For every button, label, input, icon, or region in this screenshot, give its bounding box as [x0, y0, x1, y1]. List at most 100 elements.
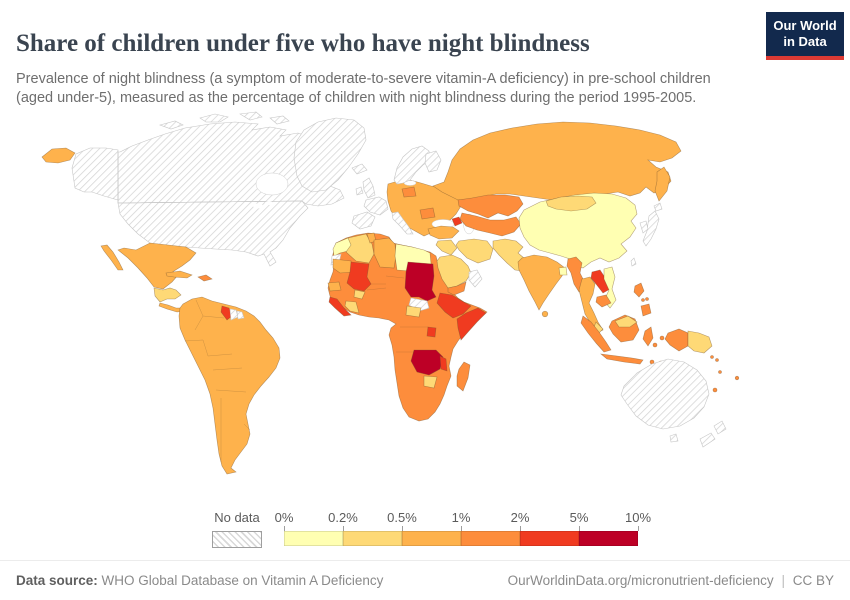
region-libya[interactable] — [373, 237, 397, 269]
region-mali[interactable] — [346, 261, 372, 292]
legend-bin-0.2%-0.5%[interactable] — [343, 531, 402, 546]
region-hispaniola[interactable] — [197, 274, 213, 282]
region-india[interactable] — [517, 254, 566, 311]
region-kamchatka[interactable] — [654, 166, 671, 202]
region-iraq-syria[interactable] — [435, 239, 458, 256]
region-mexico[interactable] — [117, 242, 197, 290]
region-canada-arctic-2[interactable] — [239, 111, 263, 121]
region-finland[interactable] — [424, 150, 442, 173]
legend-bin-0%-0.2%[interactable] — [284, 531, 343, 546]
region-iceland[interactable] — [351, 163, 368, 175]
license-link[interactable]: CC BY — [792, 573, 834, 588]
region-italy[interactable] — [391, 211, 414, 235]
region-france[interactable] — [363, 196, 389, 216]
region-sudan[interactable] — [404, 261, 437, 302]
region-cote-divoire[interactable] — [344, 300, 360, 314]
region-zambia[interactable] — [410, 349, 444, 376]
region-new-zealand-north[interactable] — [713, 420, 727, 435]
legend-no-data-swatch[interactable] — [212, 531, 262, 548]
region-sulawesi[interactable] — [642, 326, 654, 347]
region-chukotka-wrap[interactable] — [41, 147, 76, 164]
region-fiji[interactable] — [734, 375, 740, 381]
region-ireland[interactable] — [355, 186, 364, 196]
region-uganda[interactable] — [426, 326, 437, 338]
region-bangladesh[interactable] — [558, 266, 568, 276]
region-visayas-1[interactable] — [641, 298, 645, 302]
region-canada-arctic-4[interactable] — [159, 120, 184, 130]
region-sumatra[interactable] — [580, 315, 612, 353]
region-south-america[interactable] — [178, 296, 281, 475]
region-turkey[interactable] — [427, 225, 460, 240]
legend-bin-5%-10%[interactable] — [579, 531, 638, 546]
region-korea[interactable] — [639, 220, 649, 234]
region-caucasus[interactable] — [451, 216, 463, 227]
region-mongolia[interactable] — [545, 195, 597, 212]
region-mindanao[interactable] — [640, 303, 652, 317]
region-central-asia[interactable] — [459, 212, 522, 237]
region-sri-lanka[interactable] — [541, 310, 549, 318]
region-australia[interactable] — [620, 358, 710, 430]
region-canada-arctic-3[interactable] — [269, 115, 290, 125]
region-romania[interactable] — [419, 207, 436, 220]
region-laos[interactable] — [590, 269, 611, 294]
region-luzon[interactable] — [633, 282, 645, 298]
region-united-states[interactable] — [117, 200, 309, 267]
region-saudi-arabia[interactable] — [436, 254, 472, 289]
region-poland[interactable] — [401, 186, 417, 198]
region-greenland[interactable] — [293, 117, 367, 193]
region-west-papua[interactable] — [664, 328, 689, 352]
region-zimbabwe[interactable] — [423, 375, 438, 389]
region-maluku-1[interactable] — [652, 342, 658, 348]
region-tasmania[interactable] — [669, 433, 679, 443]
region-senegal[interactable] — [327, 281, 342, 292]
region-maluku-2[interactable] — [659, 335, 665, 341]
region-car[interactable] — [405, 305, 422, 318]
region-thailand[interactable] — [578, 276, 604, 333]
region-canada-arctic-1[interactable] — [199, 113, 229, 123]
region-madagascar[interactable] — [456, 361, 471, 392]
region-papua-new-guinea[interactable] — [687, 330, 713, 354]
region-malawi[interactable] — [439, 355, 448, 372]
region-new-caledonia[interactable] — [712, 387, 718, 393]
owid-logo[interactable]: Our World in Data — [766, 12, 844, 60]
region-japan[interactable] — [642, 210, 660, 247]
region-alaska[interactable] — [71, 147, 119, 201]
region-hokkaido[interactable] — [653, 202, 663, 212]
region-guatemala[interactable] — [153, 287, 182, 303]
legend-bin-1%-2%[interactable] — [461, 531, 520, 546]
owid-url-link[interactable]: OurWorldinData.org/micronutrient-deficie… — [507, 573, 774, 588]
region-scandinavia[interactable] — [393, 145, 431, 185]
region-visayas-2[interactable] — [645, 297, 649, 301]
region-china[interactable] — [518, 192, 638, 269]
region-solomon-2[interactable] — [715, 358, 719, 362]
region-vanuatu[interactable] — [718, 370, 722, 374]
region-mauritania[interactable] — [332, 258, 354, 274]
region-new-zealand-south[interactable] — [699, 432, 716, 448]
region-iran[interactable] — [455, 238, 494, 264]
region-united-kingdom[interactable] — [362, 177, 376, 199]
legend-bin-2%-5%[interactable] — [520, 531, 579, 546]
region-iberia[interactable] — [351, 211, 376, 230]
region-kazakhstan[interactable] — [457, 194, 524, 219]
region-russia[interactable] — [432, 121, 682, 201]
legend-tick-mark — [284, 526, 285, 531]
region-burkina-faso[interactable] — [353, 289, 366, 300]
region-baja[interactable] — [100, 244, 124, 271]
region-somalia[interactable] — [456, 307, 487, 341]
region-yemen[interactable] — [447, 281, 467, 296]
region-solomon-1[interactable] — [710, 355, 714, 359]
region-oman[interactable] — [468, 269, 483, 288]
region-taiwan[interactable] — [630, 257, 637, 267]
region-ethiopia[interactable] — [436, 292, 472, 319]
region-sierra-leone-liberia[interactable] — [328, 296, 352, 317]
owid-logo-line1: Our World — [773, 18, 837, 33]
legend-bin-0.5%-1%[interactable] — [402, 531, 461, 546]
region-malaysia-borneo[interactable] — [614, 315, 638, 328]
region-french-guiana[interactable] — [236, 310, 245, 320]
region-guyana[interactable] — [220, 305, 233, 321]
chart-footer: Data source: WHO Global Database on Vita… — [0, 560, 850, 600]
region-cambodia[interactable] — [595, 294, 612, 308]
region-java[interactable] — [600, 353, 644, 365]
region-cuba[interactable] — [165, 270, 193, 279]
